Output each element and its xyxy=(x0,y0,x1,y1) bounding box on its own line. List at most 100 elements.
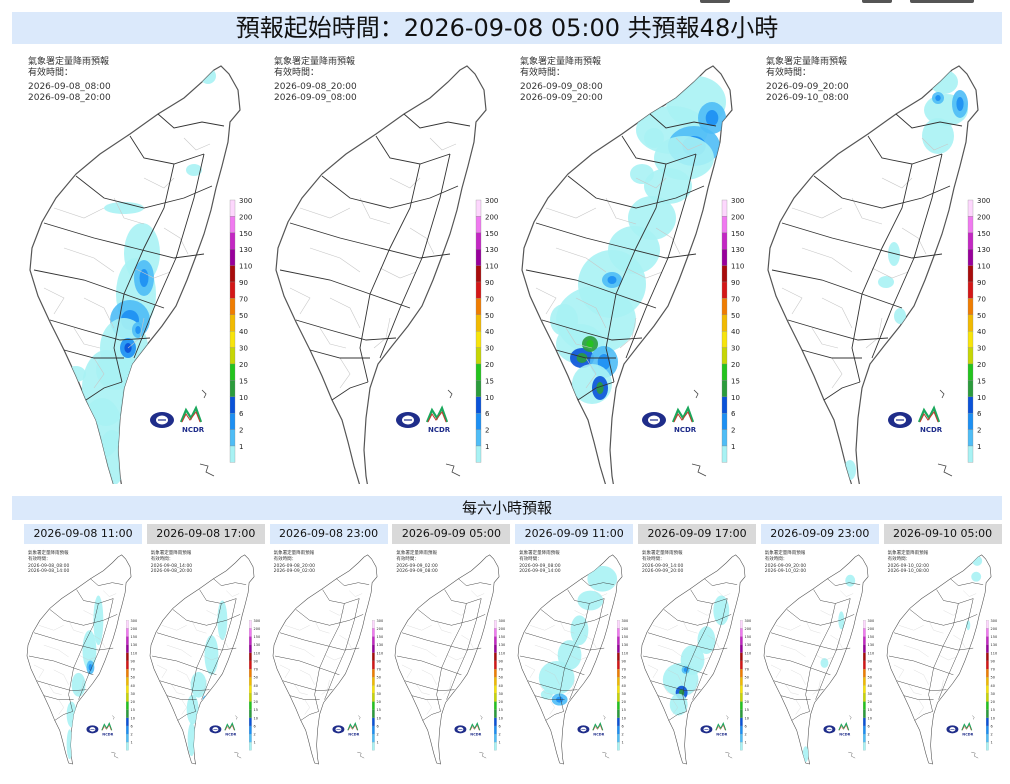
rain-map-6h[interactable]: 300 200 150 130 110 90 70 50 40 30 20 15 10 6 2 1 NCDR 氣象… xyxy=(638,546,756,768)
m6-7-legend-swatch xyxy=(985,636,989,645)
m12-1-county-line xyxy=(289,222,451,259)
m12-3-county-line xyxy=(801,349,862,359)
m6-7-legend-swatch xyxy=(985,669,989,678)
m6-6-county-line xyxy=(827,578,860,586)
time-tab[interactable]: 2026-09-09 05:00 xyxy=(392,524,511,544)
m6-5-legend-swatch xyxy=(740,709,743,718)
m12-0-township-line xyxy=(93,357,105,389)
m6-6-township-line xyxy=(805,620,821,634)
m12-1-legend-swatch xyxy=(475,232,482,250)
m12-1-ncdr-logo: NCDR xyxy=(425,405,451,434)
m6-6-legend-label: 70 xyxy=(867,668,871,672)
m12-3-legend-swatch xyxy=(967,281,974,299)
m6-4-legend-label: 70 xyxy=(622,668,626,672)
m6-6-legend-swatch xyxy=(862,725,866,735)
m6-6-legend-swatch xyxy=(862,677,866,686)
m12-2-township-line xyxy=(565,327,593,349)
rain-map-6h[interactable]: 300 200 150 130 110 90 70 50 40 30 20 15 10 6 2 1 NCDR 氣象… xyxy=(392,546,510,768)
m6-3-legend-swatch xyxy=(494,693,498,702)
map-header: 氣象署定量降雨預報 xyxy=(766,57,848,67)
time-tab[interactable]: 2026-09-09 23:00 xyxy=(760,524,879,544)
m6-5-legend-swatch xyxy=(740,677,743,686)
rain-map-6h[interactable]: 300 200 150 130 110 90 70 50 40 30 20 15 10 6 2 1 NCDR 氣象… xyxy=(24,546,142,768)
toolbar-button[interactable] xyxy=(910,0,974,3)
m6-0-legend-label: 2 xyxy=(131,733,133,737)
time-tab[interactable]: 2026-09-08 17:00 xyxy=(146,524,265,544)
m6-4-ncdr-logo: NCDR xyxy=(592,722,605,736)
m12-2-legend-label: 10 xyxy=(731,394,740,402)
toolbar-button[interactable] xyxy=(862,0,892,3)
m12-1-legend-swatch xyxy=(475,380,482,397)
m6-3-legend-swatch xyxy=(494,636,498,645)
m6-4-rain-cell xyxy=(539,660,575,695)
time-tab[interactable]: 2026-09-09 17:00 xyxy=(638,524,756,544)
m12-1-county-line xyxy=(403,113,471,129)
rain-map-12h-2[interactable]: 300 200 150 130 110 90 70 50 40 30 20 15 10 6 2 1 NCDR 氣象… xyxy=(270,50,508,484)
m12-3-rain-cell xyxy=(930,70,958,94)
m6-2-legend-swatch xyxy=(371,734,375,743)
m12-2-legend-label: 130 xyxy=(731,246,744,254)
m6-6-township-line xyxy=(780,644,806,658)
m6-1-township-line xyxy=(201,654,220,661)
time-tab[interactable]: 2026-09-10 05:00 xyxy=(883,524,1002,544)
time-tab[interactable]: 2026-09-09 11:00 xyxy=(515,524,634,544)
m6-0-legend-swatch xyxy=(126,677,129,686)
toolbar-button[interactable] xyxy=(700,0,730,3)
m6-4-township-line xyxy=(594,590,608,597)
time-tab[interactable]: 2026-09-08 11:00 xyxy=(24,524,142,544)
m12-1-township-line xyxy=(373,317,391,349)
m6-3-legend-swatch xyxy=(494,725,498,735)
m6-1-rain-cell xyxy=(204,635,219,675)
time-tab[interactable]: 2026-09-08 23:00 xyxy=(269,524,388,544)
rain-map-6h[interactable]: 300 200 150 130 110 90 70 50 40 30 20 15 10 6 2 1 NCDR 氣象… xyxy=(147,546,265,768)
rain-map-12h-4[interactable]: 300 200 150 130 110 90 70 50 40 30 20 15 10 6 2 1 NCDR 氣象… xyxy=(762,50,1000,484)
m12-3-county-line xyxy=(787,319,889,341)
valid-end: 2026-09-08_20:00 xyxy=(150,569,193,575)
m12-3-county-line xyxy=(781,222,943,259)
m12-3-legend-label: 150 xyxy=(977,230,990,238)
m12-3-rain-cell xyxy=(888,242,900,266)
rain-map-6h[interactable]: 300 200 150 130 110 90 70 50 40 30 20 15 10 6 2 1 NCDR 氣象… xyxy=(761,546,879,768)
m12-2-ncdr-text: NCDR xyxy=(674,426,697,434)
m6-4-legend-swatch xyxy=(617,734,620,743)
m6-1-county-line xyxy=(199,589,237,604)
m6-6-township-line xyxy=(795,699,801,715)
m12-3-county-line xyxy=(851,163,913,383)
m6-2-township-line xyxy=(279,664,290,678)
m6-0-county-line xyxy=(90,578,124,586)
m12-2-township-line xyxy=(545,207,597,219)
m12-2-legend-swatch xyxy=(721,429,728,447)
rain-map-12h-3[interactable]: 300 200 150 130 110 90 70 50 40 30 20 15 10 6 2 1 NCDR 氣象… xyxy=(516,50,754,484)
map-canvas: 300 200 150 130 110 90 70 50 40 30 20 15 10 6 2 1 NCDR xyxy=(886,554,997,765)
rain-map-12h-1[interactable]: 300 200 150 130 110 90 70 50 40 30 20 15 10 6 2 1 NCDR 氣象… xyxy=(24,50,262,484)
m6-0-county-line xyxy=(76,589,114,604)
m12-0-legend-swatch xyxy=(229,396,236,414)
m6-2-legend-label: 6 xyxy=(376,724,378,728)
m6-1-legend-swatch xyxy=(248,644,252,653)
m6-5-legend-swatch xyxy=(740,701,743,710)
m12-2-rain-core xyxy=(596,382,604,394)
rain-map-6h[interactable]: 300 200 150 130 110 90 70 50 40 30 20 15 10 6 2 1 NCDR 氣象… xyxy=(884,546,1002,768)
m6-7-county-line xyxy=(903,695,934,700)
m6-2-county-line xyxy=(274,655,340,676)
m6-2-legend-label: 20 xyxy=(376,700,380,704)
map-canvas: 300 200 150 130 110 90 70 50 40 30 20 15 10 6 2 1 NCDR xyxy=(767,65,990,484)
m12-0-rain-core xyxy=(135,326,141,334)
m6-6-county-line xyxy=(791,711,810,721)
m12-3-legend-label: 200 xyxy=(977,213,990,221)
m6-1-legend-label: 20 xyxy=(253,700,257,704)
rain-map-6h[interactable]: 300 200 150 130 110 90 70 50 40 30 20 15 10 6 2 1 NCDR 氣象… xyxy=(515,546,633,768)
m6-5-legend-swatch xyxy=(740,742,743,751)
m6-2-township-line xyxy=(289,644,315,658)
rain-map-6h[interactable]: 300 200 150 130 110 90 70 50 40 30 20 15 10 6 2 1 NCDR 氣象… xyxy=(270,546,388,768)
m6-7-legend-label: 30 xyxy=(990,692,994,696)
valid-time-label: 有效時間： xyxy=(273,556,297,562)
valid-end: 2026-09-10_02:00 xyxy=(764,569,807,575)
m6-7-legend-label: 40 xyxy=(990,684,994,688)
m6-6-legend-label: 30 xyxy=(867,692,871,696)
valid-end: 2026-09-09_08:00 xyxy=(396,569,438,575)
m6-6-township-line xyxy=(785,684,799,695)
m6-4-rain xyxy=(539,565,618,706)
m6-3-legend-label: 110 xyxy=(499,651,506,655)
m6-7-legend-swatch xyxy=(985,725,989,735)
